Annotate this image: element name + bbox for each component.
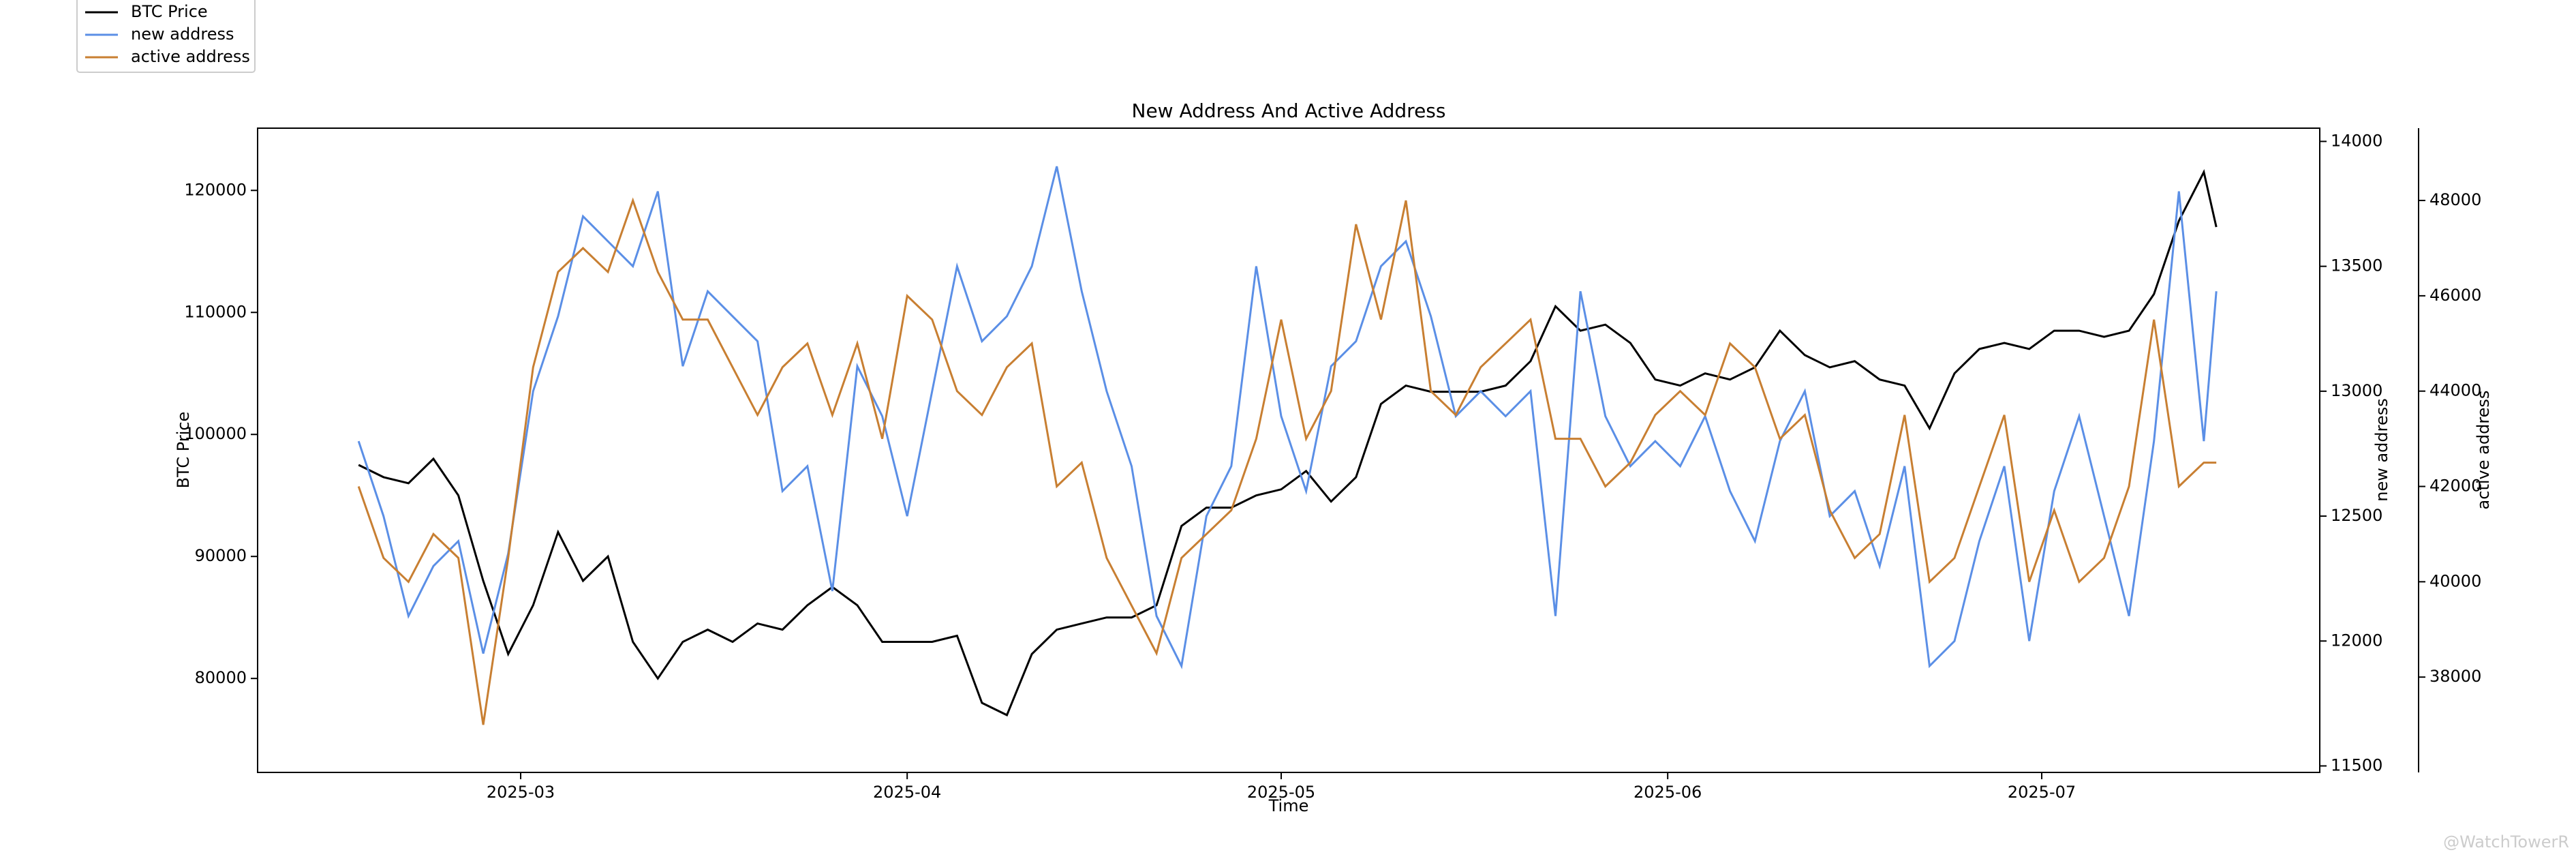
series-line — [358, 169, 2218, 717]
x-axis-label: Time — [1268, 796, 1309, 815]
y-axis-label: BTC Price — [174, 412, 193, 489]
legend-box — [76, 0, 256, 73]
y2-tick-label: 12000 — [2331, 631, 2382, 650]
y3-axis-label: active address — [2474, 391, 2493, 510]
legend-label: BTC Price — [131, 2, 208, 21]
series-line — [357, 197, 2217, 725]
x-tick-label: 2025-03 — [487, 783, 555, 802]
y3-tick-label: 44000 — [2429, 381, 2481, 400]
y-tick-label: 90000 — [195, 546, 247, 565]
chart-title: New Address And Active Address — [1132, 100, 1446, 122]
x-tick-label: 2025-06 — [1634, 783, 1702, 802]
y3-tick-label: 42000 — [2429, 477, 2481, 496]
y2-tick-label: 13000 — [2331, 381, 2382, 400]
y2-tick-label: 11500 — [2331, 755, 2382, 774]
y-tick-label: 100000 — [184, 424, 247, 443]
plot-frame — [257, 127, 2320, 773]
y-tick-label: 120000 — [184, 180, 247, 199]
watermark: @WatchTowerR — [2443, 832, 2569, 852]
series-line — [357, 166, 2218, 669]
y2-tick-label: 12500 — [2331, 506, 2382, 525]
y2-axis-label: new address — [2372, 398, 2391, 502]
y3-tick-label: 48000 — [2429, 190, 2481, 209]
legend-label: new address — [131, 25, 234, 44]
x-tick-label: 2025-07 — [2008, 783, 2076, 802]
y-tick-label: 80000 — [195, 668, 247, 687]
x-tick-label: 2025-04 — [873, 783, 941, 802]
y2-tick-label: 13500 — [2331, 256, 2382, 275]
y3-tick-label: 38000 — [2429, 667, 2481, 686]
y3-tick-label: 40000 — [2429, 571, 2481, 590]
y2-tick-label: 14000 — [2331, 131, 2382, 150]
x-tick-label: 2025-05 — [1247, 783, 1315, 802]
y-tick-label: 110000 — [184, 302, 247, 321]
legend-label: active address — [131, 47, 250, 66]
y3-tick-label: 46000 — [2429, 286, 2481, 305]
